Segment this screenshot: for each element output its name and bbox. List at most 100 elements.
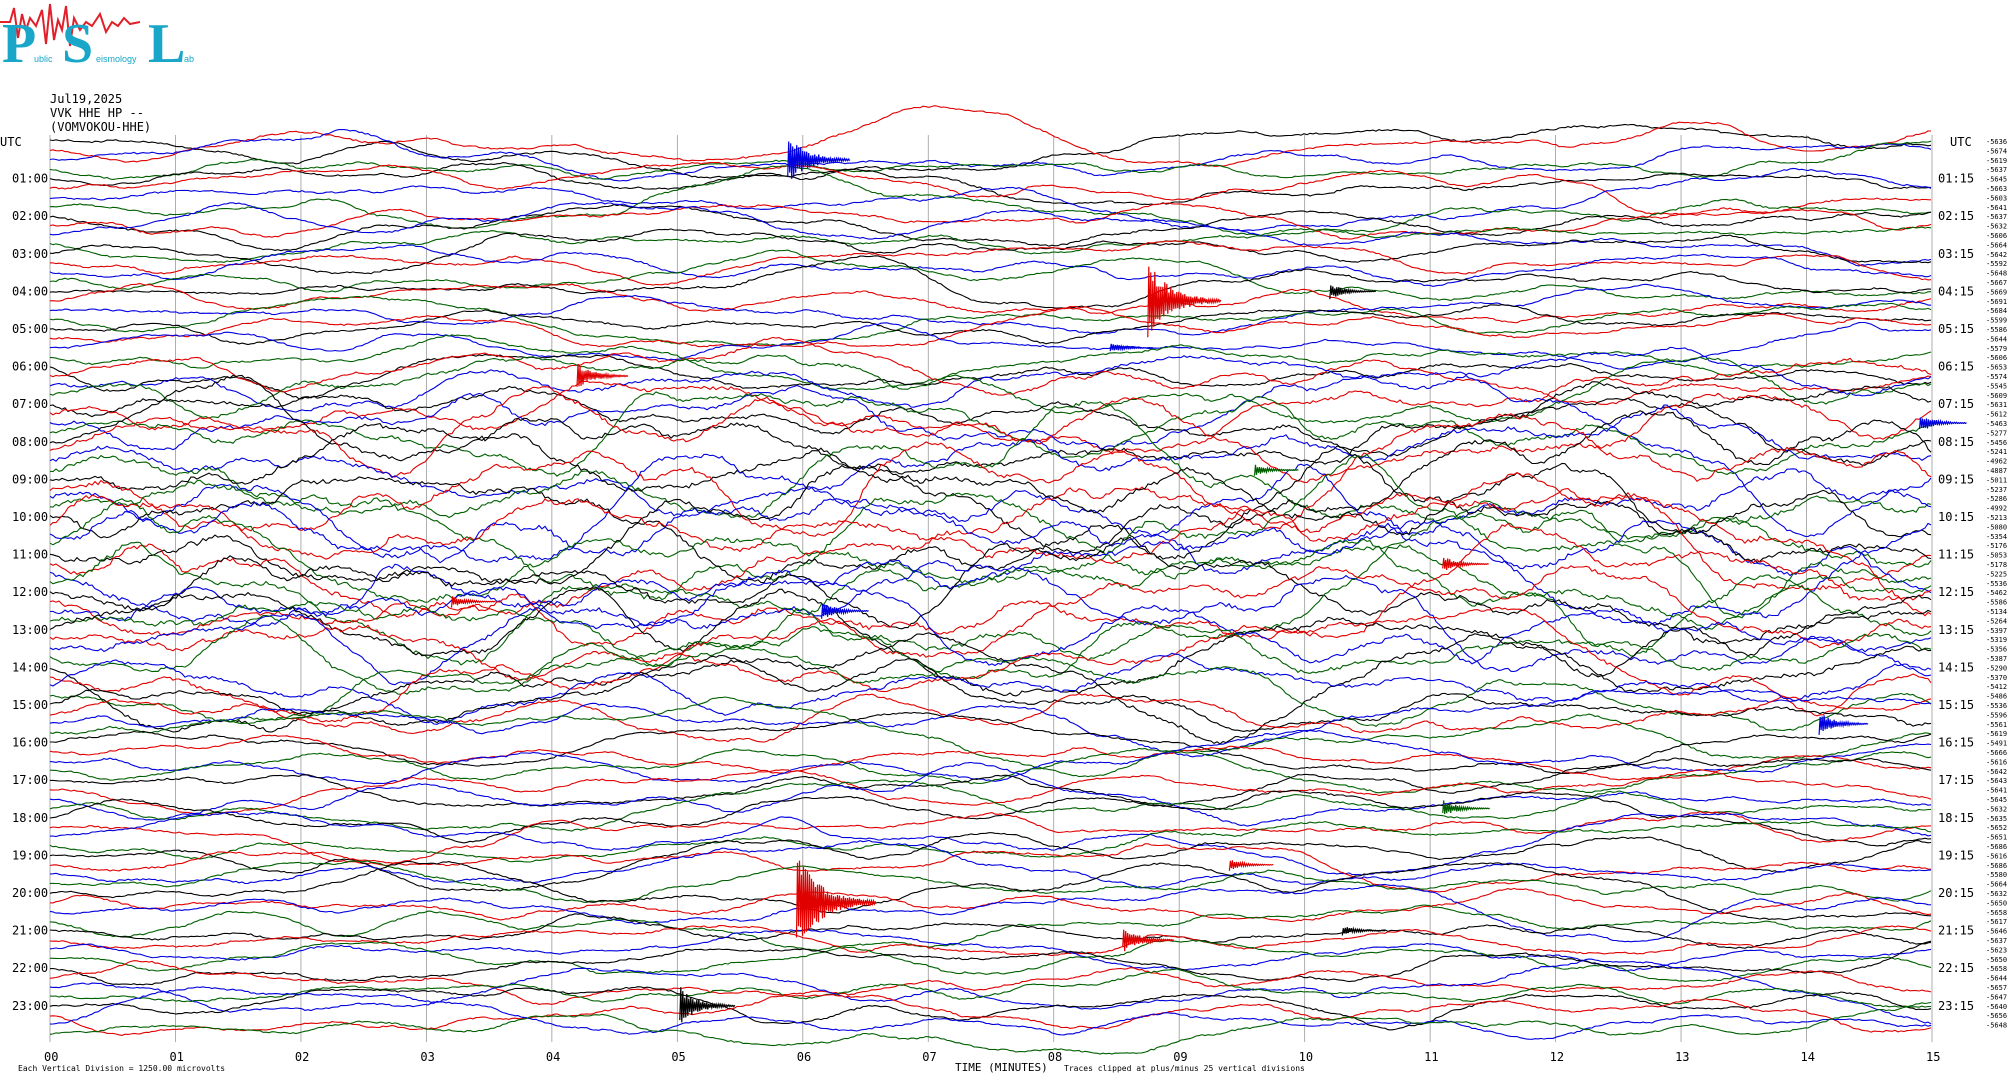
right-hour-label: 09:15	[1938, 472, 1974, 486]
trace-line	[49, 820, 1932, 863]
channel-label: (VOMVOKOU-HHE)	[50, 120, 152, 134]
trace-offset-label: -5603	[1986, 194, 2007, 202]
trace-offset-label: -5134	[1986, 608, 2007, 616]
logo-letter-s: S	[62, 13, 93, 70]
left-hour-label: 11:00	[12, 548, 48, 562]
logo-word-lab: ab	[184, 54, 194, 64]
trace-offset-label: -5596	[1986, 711, 2007, 719]
trace-line	[49, 140, 1932, 180]
trace-offset-label: -5667	[1986, 279, 2007, 287]
seismic-event	[1122, 929, 1175, 952]
trace-offset-label: -5619	[1986, 730, 2007, 738]
trace-line	[49, 939, 1932, 982]
seismic-event	[1442, 800, 1490, 814]
x-axis-title: TIME (MINUTES)	[955, 1061, 1048, 1074]
trace-offset-label: -5486	[1986, 693, 2007, 701]
trace-line	[49, 968, 1931, 1008]
trace-offset-label: -5178	[1986, 561, 2007, 569]
right-hour-label: 20:15	[1938, 886, 1974, 900]
seismic-event	[1147, 266, 1222, 338]
trace-line	[49, 385, 1932, 457]
x-tick-label: 01	[169, 1050, 183, 1064]
trace-offset-label: -5656	[1986, 1012, 2007, 1020]
trace-line	[49, 295, 1932, 346]
x-tick-label: 12	[1550, 1050, 1564, 1064]
trace-line	[49, 544, 1932, 667]
seismic-event	[1442, 557, 1489, 571]
x-axis-tick-labels: 00 01 02 03 04 05 06 07 08 09 10 11 12 13 14 15	[44, 1050, 1940, 1064]
trace-offset-label: -5648	[1986, 1022, 2007, 1030]
trace-line	[49, 811, 1932, 876]
trace-offset-label: -5237	[1986, 486, 2007, 494]
right-hour-label: 10:15	[1938, 510, 1974, 524]
right-hour-label: 08:15	[1938, 435, 1974, 449]
trace-line	[49, 239, 1932, 286]
trace-line	[49, 810, 1932, 867]
trace-offset-label: -5462	[1986, 589, 2007, 597]
trace-offset-label: -5657	[1986, 984, 2007, 992]
trace-offset-label: -5651	[1986, 834, 2007, 842]
trace-line	[49, 304, 1932, 346]
trace-line	[49, 565, 1932, 681]
x-tick-label: 03	[420, 1050, 434, 1064]
left-hour-label: 19:00	[12, 848, 48, 862]
trace-offset-label: -5643	[1986, 777, 2007, 785]
seismic-event	[1341, 926, 1386, 936]
trace-offset-label: -5645	[1986, 796, 2007, 804]
left-hour-label: 10:00	[12, 510, 48, 524]
left-hour-label: 13:00	[12, 623, 48, 637]
trace-line	[49, 391, 1932, 477]
trace-line	[49, 228, 1932, 275]
trace-offset-label: -5674	[1986, 147, 2007, 155]
trace-line	[49, 958, 1932, 1025]
trace-line	[49, 123, 1932, 181]
trace-offset-label: -5286	[1986, 495, 2007, 503]
trace-line	[49, 305, 1932, 348]
trace-offset-label: -5579	[1986, 345, 2007, 353]
trace-line	[49, 696, 1932, 778]
trace-offset-label: -5617	[1986, 918, 2007, 926]
seismic-event	[1228, 860, 1274, 871]
trace-line	[49, 843, 1932, 893]
trace-line	[49, 336, 1932, 405]
trace-line	[49, 486, 1932, 591]
trace-line	[49, 632, 1932, 745]
trace-line	[49, 522, 1932, 646]
trace-offset-label: -5637	[1986, 213, 2007, 221]
trace-offset-label: -5684	[1986, 307, 2007, 315]
trace-offset-label: -5354	[1986, 533, 2007, 541]
trace-offset-label: -5658	[1986, 965, 2007, 973]
logo-seismic-trace	[0, 3, 141, 47]
logo-word-public: ublic	[34, 54, 53, 64]
trace-offset-label: -5645	[1986, 176, 2007, 184]
trace-offset-label: -5080	[1986, 523, 2007, 531]
trace-offset-label: -5616	[1986, 758, 2007, 766]
x-tick-label: 15	[1926, 1050, 1940, 1064]
left-hour-labels: 01:00 02:00 03:00 04:00 05:00 06:00 07:00 08:00…	[12, 172, 48, 1013]
trace-offset-label: -5387	[1986, 655, 2007, 663]
date-label: Jul19,2025	[50, 92, 123, 106]
right-hour-label: 19:15	[1938, 848, 1974, 862]
trace-line	[50, 711, 1932, 775]
trace-line	[49, 386, 1932, 484]
trace-offset-label: -5356	[1986, 646, 2007, 654]
right-hour-label: 13:15	[1938, 623, 1974, 637]
x-tick-label: 04	[546, 1050, 560, 1064]
utc-label-right: UTC	[1950, 135, 1972, 149]
trace-line	[49, 128, 1932, 182]
left-hour-label: 08:00	[12, 435, 48, 449]
left-hour-label: 06:00	[12, 360, 48, 374]
right-hour-label: 22:15	[1938, 961, 1974, 975]
logo-letter-l: L	[148, 13, 185, 70]
trace-line	[49, 887, 1932, 923]
trace-offset-label: -5632	[1986, 223, 2007, 231]
trace-line	[49, 334, 1932, 391]
trace-line	[49, 924, 1932, 957]
trace-offset-label: -5619	[1986, 157, 2007, 165]
left-hour-label: 07:00	[12, 397, 48, 411]
trace-offset-label: -5606	[1986, 232, 2007, 240]
seismic-event	[576, 363, 629, 387]
left-hour-label: 15:00	[12, 698, 48, 712]
trace-offset-label: -4887	[1986, 467, 2007, 475]
trace-offset-label: -5574	[1986, 373, 2007, 381]
